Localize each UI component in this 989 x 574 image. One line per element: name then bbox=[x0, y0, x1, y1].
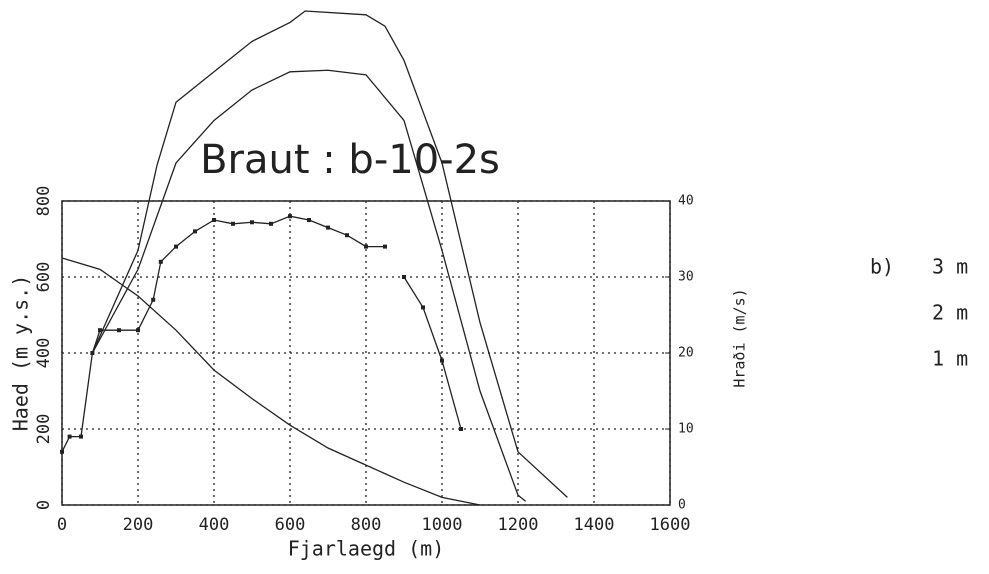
marker bbox=[174, 244, 178, 249]
marker bbox=[79, 434, 83, 439]
line bbox=[91, 10, 568, 498]
marker bbox=[402, 275, 406, 279]
marker bbox=[459, 427, 463, 431]
x-tick-label: 800 bbox=[351, 515, 382, 535]
marker bbox=[151, 297, 156, 302]
x-tick-label: 1000 bbox=[422, 515, 463, 535]
marker bbox=[90, 351, 95, 355]
y2-tick-label: 10 bbox=[678, 422, 694, 437]
x-tick-label: 1200 bbox=[498, 515, 539, 535]
chart-title: Braut : b-10-2s bbox=[200, 137, 500, 183]
y-tick-label: 200 bbox=[34, 414, 54, 445]
marker bbox=[440, 358, 444, 363]
y-tick-label: 800 bbox=[34, 186, 54, 217]
marker bbox=[250, 220, 254, 225]
x-tick-label: 1600 bbox=[650, 515, 691, 535]
y2-tick-label: 20 bbox=[678, 346, 694, 361]
y-tick-label: 600 bbox=[34, 262, 54, 293]
legend-label: 1 m bbox=[932, 347, 968, 371]
line bbox=[61, 257, 481, 506]
marker bbox=[269, 221, 273, 226]
marker bbox=[193, 229, 197, 234]
legend-label: 3 m bbox=[932, 255, 968, 279]
y-axis-label: Haed (m y.s.) bbox=[9, 275, 33, 432]
x-tick-label: 400 bbox=[199, 515, 230, 535]
y2-tick-label: 30 bbox=[678, 270, 694, 285]
marker bbox=[67, 434, 72, 439]
marker bbox=[326, 225, 330, 230]
y-tick-label: 400 bbox=[34, 338, 54, 369]
x-tick-label: 600 bbox=[275, 515, 306, 535]
marker bbox=[288, 214, 292, 219]
marker bbox=[117, 328, 121, 333]
x-tick-label: 1400 bbox=[574, 515, 615, 535]
y-tick-label: 0 bbox=[34, 500, 54, 510]
plot-frame bbox=[61, 200, 671, 506]
marker bbox=[212, 218, 216, 222]
marker bbox=[383, 244, 387, 249]
marker bbox=[231, 221, 235, 226]
line bbox=[61, 215, 462, 453]
marker bbox=[307, 218, 311, 222]
x-tick-label: 200 bbox=[123, 515, 154, 535]
marker bbox=[158, 259, 163, 264]
marker bbox=[421, 305, 425, 310]
y2-tick-label: 40 bbox=[678, 194, 694, 209]
marker bbox=[98, 328, 102, 333]
legend-label: 2 m bbox=[932, 301, 968, 325]
y2-axis-label: Hraði (m/s) bbox=[731, 288, 749, 387]
marker bbox=[364, 244, 368, 249]
marker bbox=[345, 233, 349, 238]
annotation: b) bbox=[870, 255, 894, 279]
marker bbox=[136, 328, 140, 333]
x-axis-label: Fjarlaegd (m) bbox=[288, 537, 445, 561]
line bbox=[91, 69, 527, 502]
x-tick-label: 0 bbox=[57, 515, 67, 535]
y2-tick-label: 0 bbox=[678, 498, 686, 513]
